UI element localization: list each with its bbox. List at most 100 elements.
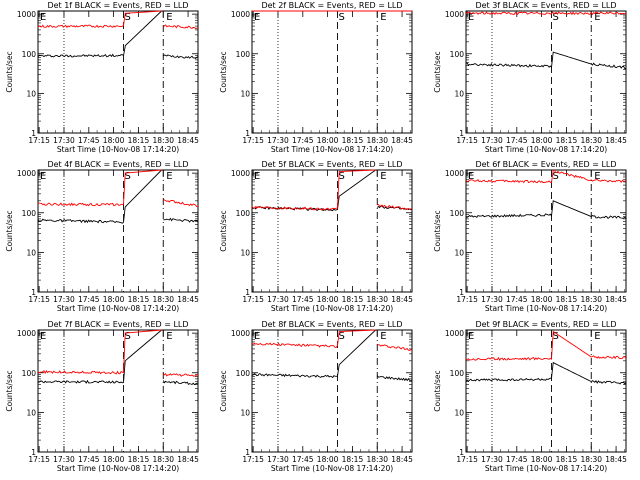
end-marker-label: E <box>40 12 46 23</box>
x-tick-label: 18:00 <box>531 455 553 464</box>
end-marker-label: E <box>40 171 46 182</box>
y-tick-label: 1000 <box>445 10 464 19</box>
x-tick-label: 18:15 <box>556 136 578 145</box>
x-tick-label: 18:30 <box>366 136 388 145</box>
x-axis-label: Start Time (10-Nov-08 17:14:20) <box>271 304 393 313</box>
y-tick-label: 1 <box>245 448 250 457</box>
end-marker-label: E <box>254 12 260 23</box>
start-marker-label: S <box>125 171 131 182</box>
y-axis-label: Counts/sec <box>5 370 14 411</box>
lld-series-line <box>465 11 627 16</box>
x-axis-label: Start Time (10-Nov-08 17:14:20) <box>485 464 607 473</box>
panel-title: Det 4f BLACK = Events, RED = LLD <box>47 160 188 169</box>
x-tick-label: 18:15 <box>128 136 150 145</box>
y-tick-label: 10 <box>454 248 464 257</box>
x-tick-label: 18:45 <box>605 295 627 304</box>
panel-title: Det 9f BLACK = Events, RED = LLD <box>475 320 616 329</box>
events-series-line <box>251 329 376 379</box>
end-marker-label: E <box>594 12 600 23</box>
y-axis-label: Counts/sec <box>219 370 228 411</box>
plot-frame <box>37 329 199 453</box>
lld-series-line <box>162 372 199 377</box>
x-tick-label: 17:45 <box>506 455 528 464</box>
x-tick-label: 18:45 <box>391 295 413 304</box>
y-axis-label: Counts/sec <box>219 51 228 92</box>
y-tick-label: 10 <box>454 89 464 98</box>
x-tick-label: 18:15 <box>556 295 578 304</box>
detector-panel-4: Det 4f BLACK = Events, RED = LLD 1 10 100 10… <box>5 160 199 313</box>
x-tick-label: 18:00 <box>317 295 339 304</box>
x-tick-label: 17:45 <box>506 295 528 304</box>
x-tick-label: 18:00 <box>103 136 125 145</box>
end-marker-label: E <box>254 331 260 342</box>
x-tick-label: 18:45 <box>177 455 199 464</box>
start-marker-label: S <box>339 171 345 182</box>
y-tick-label: 1 <box>31 129 36 138</box>
plot-frame <box>465 10 627 134</box>
events-series-line <box>37 10 162 58</box>
lld-series-line <box>251 329 376 348</box>
x-axis-label: Start Time (10-Nov-08 17:14:20) <box>485 145 607 154</box>
x-tick-label: 17:45 <box>292 136 314 145</box>
x-tick-label: 17:45 <box>78 136 100 145</box>
x-tick-label: 17:45 <box>292 455 314 464</box>
x-tick-label: 18:00 <box>317 136 339 145</box>
y-axis-label: Counts/sec <box>433 210 442 251</box>
y-axis-label: Counts/sec <box>219 210 228 251</box>
y-tick-label: 100 <box>22 369 37 378</box>
y-tick-label: 1000 <box>445 329 464 338</box>
x-tick-label: 18:45 <box>391 455 413 464</box>
x-tick-label: 18:15 <box>342 455 364 464</box>
start-marker-label: S <box>553 331 559 342</box>
start-marker-label: S <box>339 12 345 23</box>
x-tick-label: 18:30 <box>580 455 602 464</box>
x-tick-label: 18:15 <box>128 455 150 464</box>
x-tick-label: 17:30 <box>481 295 503 304</box>
y-tick-label: 100 <box>450 209 465 218</box>
y-tick-label: 100 <box>450 50 465 59</box>
panel-title: Det 8f BLACK = Events, RED = LLD <box>261 320 402 329</box>
x-tick-label: 17:45 <box>78 455 100 464</box>
plot-frame <box>251 169 413 293</box>
y-tick-label: 1 <box>245 288 250 297</box>
y-tick-label: 1000 <box>231 329 250 338</box>
x-tick-label: 17:30 <box>53 136 75 145</box>
x-tick-label: 17:15 <box>28 136 50 145</box>
end-marker-label: E <box>166 12 172 23</box>
events-series-line <box>251 169 376 212</box>
x-tick-label: 17:15 <box>28 295 50 304</box>
x-axis-label: Start Time (10-Nov-08 17:14:20) <box>57 304 179 313</box>
end-marker-label: E <box>468 331 474 342</box>
events-series-line <box>162 380 199 386</box>
x-tick-label: 18:30 <box>580 295 602 304</box>
end-marker-label: E <box>380 12 386 23</box>
y-axis-label: Counts/sec <box>433 370 442 411</box>
x-axis-label: Start Time (10-Nov-08 17:14:20) <box>57 145 179 154</box>
lld-series-line <box>162 198 199 208</box>
end-marker-label: E <box>254 171 260 182</box>
events-series-line <box>465 51 627 70</box>
panel-title: Det 3f BLACK = Events, RED = LLD <box>475 1 616 10</box>
x-tick-label: 18:30 <box>366 455 388 464</box>
x-tick-label: 17:15 <box>242 136 264 145</box>
events-series-line <box>163 54 199 60</box>
x-tick-label: 17:45 <box>506 136 528 145</box>
end-marker-label: E <box>468 12 474 23</box>
events-series-line <box>163 217 199 223</box>
y-tick-label: 10 <box>26 408 36 417</box>
x-tick-label: 18:45 <box>177 136 199 145</box>
y-tick-label: 100 <box>236 369 251 378</box>
y-tick-label: 100 <box>22 209 37 218</box>
x-tick-label: 17:30 <box>267 295 289 304</box>
lld-series-line <box>377 203 413 211</box>
x-axis-label: Start Time (10-Nov-08 17:14:20) <box>485 304 607 313</box>
x-tick-label: 18:30 <box>152 136 174 145</box>
lld-series-line <box>37 10 162 29</box>
events-series-line <box>37 169 162 224</box>
x-tick-label: 17:30 <box>481 136 503 145</box>
plot-frame <box>37 169 199 293</box>
panel-title: Det 5f BLACK = Events, RED = LLD <box>261 160 402 169</box>
x-tick-label: 18:45 <box>177 295 199 304</box>
lld-series-line <box>377 343 413 351</box>
